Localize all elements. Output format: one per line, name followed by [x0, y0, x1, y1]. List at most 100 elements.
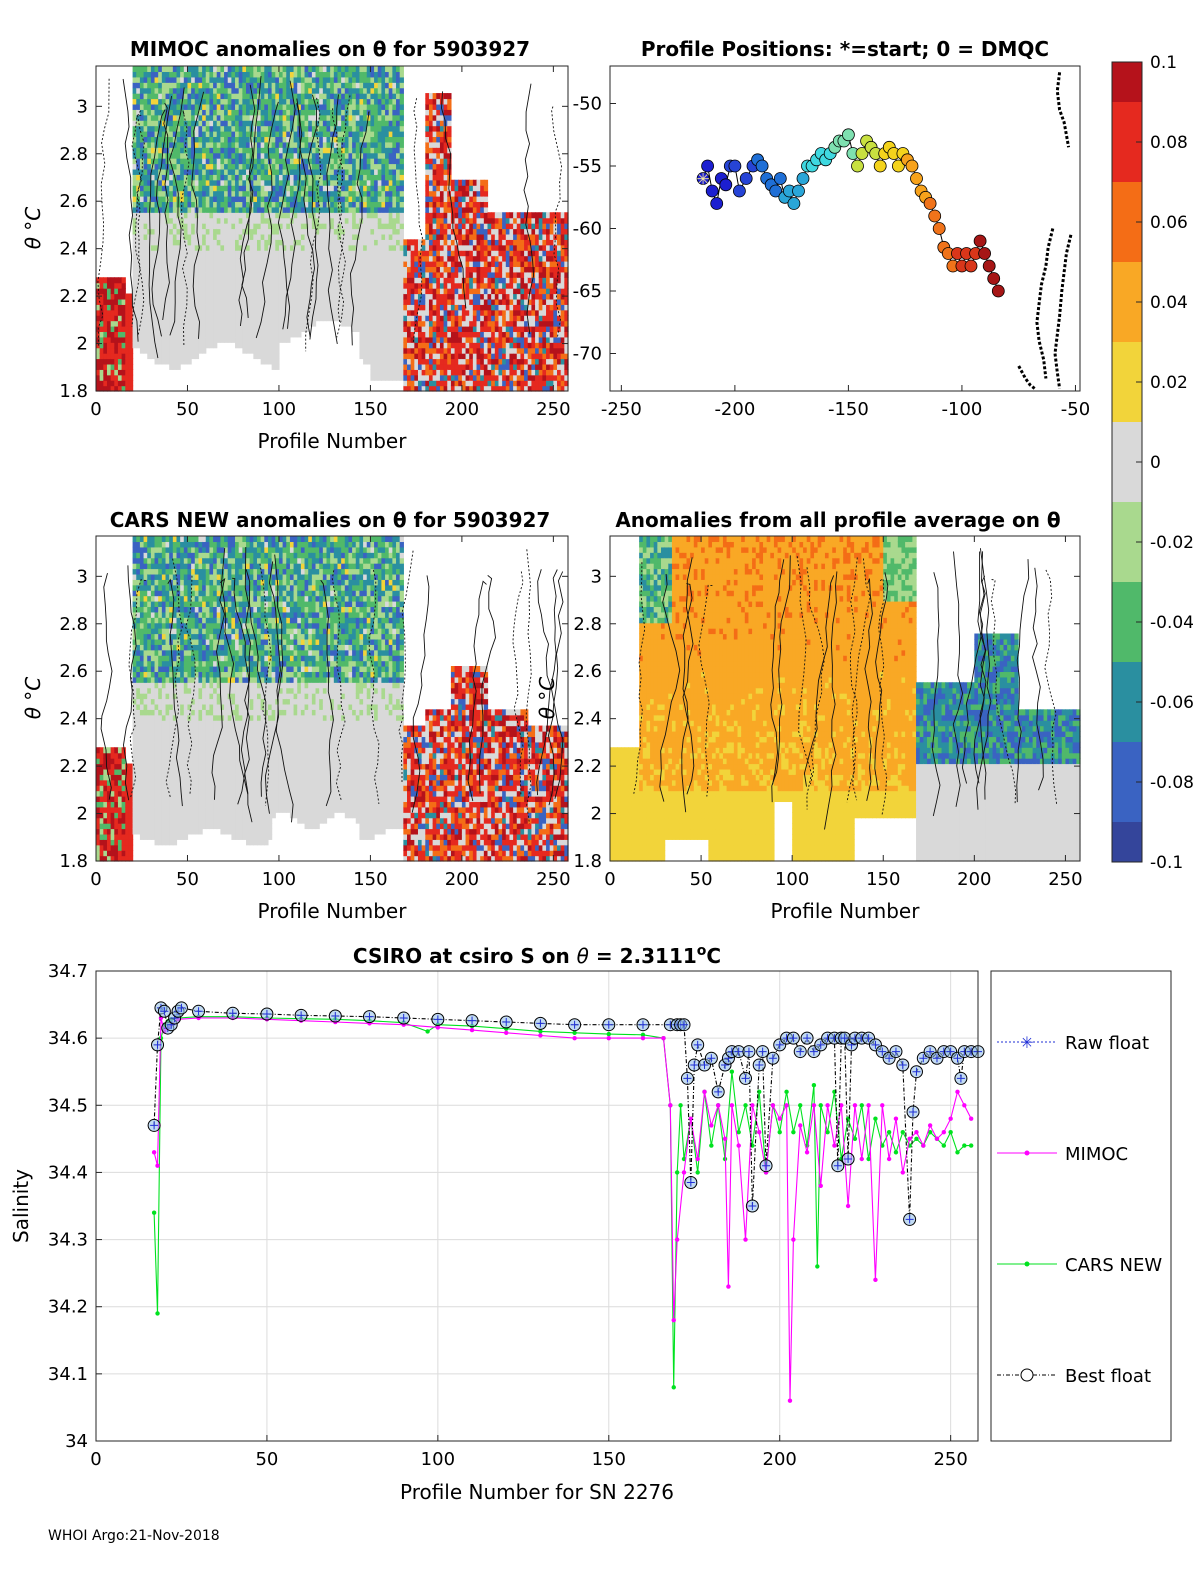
heatmap-cell — [177, 277, 181, 283]
heatmap-cell — [477, 288, 481, 294]
heatmap-cell — [253, 136, 257, 142]
heatmap-cell — [228, 321, 232, 327]
heatmap-cell — [414, 353, 418, 359]
heatmap-cell — [367, 348, 371, 354]
heatmap-cell — [319, 120, 323, 126]
heatmap-cell — [400, 310, 404, 316]
heatmap-cell — [392, 359, 396, 365]
heatmap-cell — [363, 218, 367, 224]
heatmap-cell — [407, 266, 411, 272]
heatmap-cell — [469, 369, 473, 375]
heatmap-cell — [239, 66, 243, 72]
heatmap-cell — [217, 191, 221, 197]
heatmap-cell — [220, 261, 224, 267]
heatmap-cell — [337, 77, 341, 83]
heatmap-cell — [169, 185, 173, 191]
heatmap-cell — [477, 218, 481, 224]
heatmap-cell — [144, 342, 148, 348]
heatmap-cell — [246, 326, 250, 332]
heatmap-cell — [392, 342, 396, 348]
heatmap-cell — [425, 353, 429, 359]
heatmap-cell — [363, 169, 367, 175]
heatmap-cell — [473, 245, 477, 251]
heatmap-cell — [242, 315, 246, 321]
heatmap-cell — [422, 353, 426, 359]
heatmap-cell — [455, 331, 459, 337]
heatmap-cell — [473, 294, 477, 300]
heatmap-cell — [466, 201, 470, 207]
heatmap-cell — [334, 277, 338, 283]
heatmap-cell — [473, 288, 477, 294]
heatmap-cell — [301, 88, 305, 94]
heatmap-cell — [440, 153, 444, 159]
heatmap-cell — [389, 169, 393, 175]
heatmap-cell — [407, 283, 411, 289]
heatmap-cell — [345, 234, 349, 240]
heatmap-cell — [418, 310, 422, 316]
heatmap-cell — [436, 331, 440, 337]
heatmap-cell — [305, 266, 309, 272]
heatmap-cell — [217, 180, 221, 186]
heatmap-cell — [392, 77, 396, 83]
heatmap-cell — [392, 315, 396, 321]
heatmap-cell — [433, 109, 437, 115]
heatmap-cell — [348, 131, 352, 137]
heatmap-cell — [144, 93, 148, 99]
heatmap-cell — [100, 337, 104, 343]
heatmap-cell — [213, 196, 217, 202]
heatmap-cell — [359, 266, 363, 272]
heatmap-cell — [114, 380, 118, 386]
heatmap-cell — [202, 131, 206, 137]
heatmap-cell — [477, 294, 481, 300]
heatmap-cell — [429, 131, 433, 137]
heatmap-cell — [352, 88, 356, 94]
heatmap-cell — [330, 66, 334, 72]
heatmap-cell — [242, 326, 246, 332]
heatmap-cell — [103, 294, 107, 300]
heatmap-cell — [392, 304, 396, 310]
heatmap-cell — [261, 174, 265, 180]
heatmap-cell — [228, 126, 232, 132]
heatmap-cell — [133, 245, 137, 251]
heatmap-cell — [114, 310, 118, 316]
heatmap-cell — [352, 147, 356, 153]
heatmap-cell — [264, 77, 268, 83]
heatmap-cell — [213, 272, 217, 278]
heatmap-cell — [425, 326, 429, 332]
heatmap-cell — [129, 353, 133, 359]
heatmap-cell — [414, 342, 418, 348]
heatmap-cell — [140, 207, 144, 213]
heatmap-cell — [297, 315, 301, 321]
heatmap-cell — [363, 180, 367, 186]
heatmap-cell — [385, 126, 389, 132]
heatmap-cell — [403, 294, 407, 300]
heatmap-cell — [367, 288, 371, 294]
heatmap-cell — [433, 299, 437, 305]
heatmap-cell — [370, 180, 374, 186]
heatmap-cell — [396, 261, 400, 267]
heatmap-cell — [133, 169, 137, 175]
heatmap-cell — [323, 99, 327, 105]
heatmap-cell — [407, 239, 411, 245]
heatmap-cell — [477, 380, 481, 386]
heatmap-cell — [359, 104, 363, 110]
heatmap-cell — [217, 294, 221, 300]
heatmap-cell — [191, 77, 195, 83]
heatmap-cell — [253, 342, 257, 348]
heatmap-cell — [308, 77, 312, 83]
heatmap-cell — [469, 256, 473, 262]
heatmap-cell — [144, 207, 148, 213]
heatmap-cell — [433, 201, 437, 207]
heatmap-cell — [433, 158, 437, 164]
heatmap-cell — [341, 321, 345, 327]
heatmap-cell — [301, 147, 305, 153]
heatmap-cell — [184, 304, 188, 310]
heatmap-cell — [323, 261, 327, 267]
heatmap-cell — [180, 126, 184, 132]
heatmap-cell — [272, 272, 276, 278]
heatmap-cell — [209, 201, 213, 207]
heatmap-cell — [330, 93, 334, 99]
heatmap-cell — [389, 277, 393, 283]
heatmap-cell — [136, 66, 140, 72]
heatmap-cell — [378, 315, 382, 321]
